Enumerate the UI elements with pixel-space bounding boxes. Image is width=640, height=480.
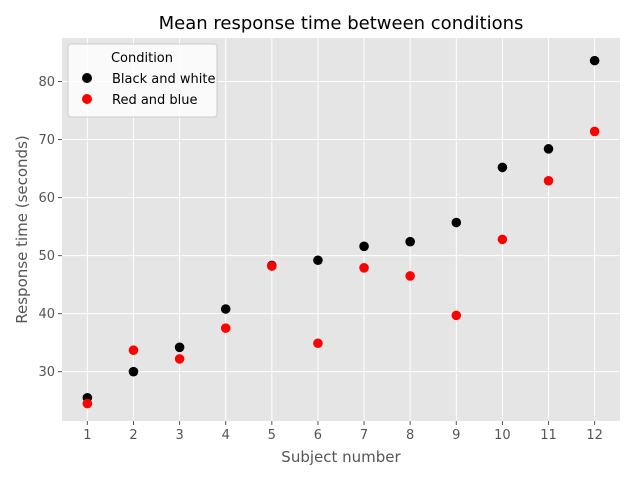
point-red-and-blue <box>405 271 415 281</box>
legend-marker-black-and-white <box>82 73 92 83</box>
x-tick-label: 9 <box>452 428 460 443</box>
data-points <box>82 55 600 409</box>
point-black-and-white <box>405 236 415 247</box>
legend-label-red-and-blue: Red and blue <box>112 93 198 108</box>
legend-title: Condition <box>111 51 173 66</box>
x-tick-label: 12 <box>586 428 603 443</box>
point-red-and-blue <box>359 263 369 273</box>
x-tick-label: 1 <box>83 428 91 443</box>
point-red-and-blue <box>451 310 462 321</box>
y-tick-label: 40 <box>38 307 55 322</box>
point-black-and-white <box>174 342 185 353</box>
point-red-and-blue <box>313 338 323 349</box>
legend-label-black-and-white: Black and white <box>112 72 215 87</box>
legend-marker-red-and-blue <box>82 94 92 104</box>
chart-title: Mean response time between conditions <box>159 13 524 34</box>
point-black-and-white <box>497 162 508 173</box>
point-red-and-blue <box>174 354 185 364</box>
y-tick-label: 30 <box>38 365 55 380</box>
point-black-and-white <box>589 55 600 66</box>
legend-box <box>67 43 218 118</box>
point-black-and-white <box>128 366 139 377</box>
y-axis-label: Response time (seconds) <box>13 135 31 323</box>
y-tick-label: 70 <box>38 133 55 148</box>
point-red-and-blue <box>589 126 600 137</box>
point-black-and-white <box>359 241 369 252</box>
point-red-and-blue <box>82 398 93 409</box>
x-tick-label: 7 <box>360 428 368 443</box>
x-tick-label: 4 <box>222 428 230 443</box>
x-axis-ticks: 1 2 3 4 5 6 7 8 9 10 11 12 <box>83 421 603 443</box>
point-red-and-blue <box>543 175 554 186</box>
point-black-and-white <box>313 255 323 266</box>
y-tick-label: 80 <box>38 75 55 90</box>
point-red-and-blue <box>497 234 508 245</box>
point-black-and-white <box>543 144 554 154</box>
x-tick-label: 2 <box>129 428 137 443</box>
x-tick-label: 11 <box>540 428 557 443</box>
x-axis-label: Subject number <box>281 448 401 466</box>
x-tick-label: 3 <box>175 428 183 443</box>
y-tick-label: 50 <box>38 249 55 264</box>
x-tick-label: 6 <box>314 428 322 443</box>
y-axis-ticks: 30 40 50 60 70 80 <box>38 75 62 380</box>
point-black-and-white <box>451 217 462 228</box>
point-red-and-blue <box>128 345 139 356</box>
x-tick-label: 10 <box>494 428 511 443</box>
legend: Condition Black and white Red and blue <box>67 43 218 118</box>
y-tick-label: 60 <box>38 191 55 206</box>
x-tick-label: 5 <box>268 428 276 443</box>
point-red-and-blue <box>267 261 277 271</box>
x-tick-label: 8 <box>406 428 414 443</box>
point-black-and-white <box>220 304 231 314</box>
point-red-and-blue <box>220 323 231 333</box>
